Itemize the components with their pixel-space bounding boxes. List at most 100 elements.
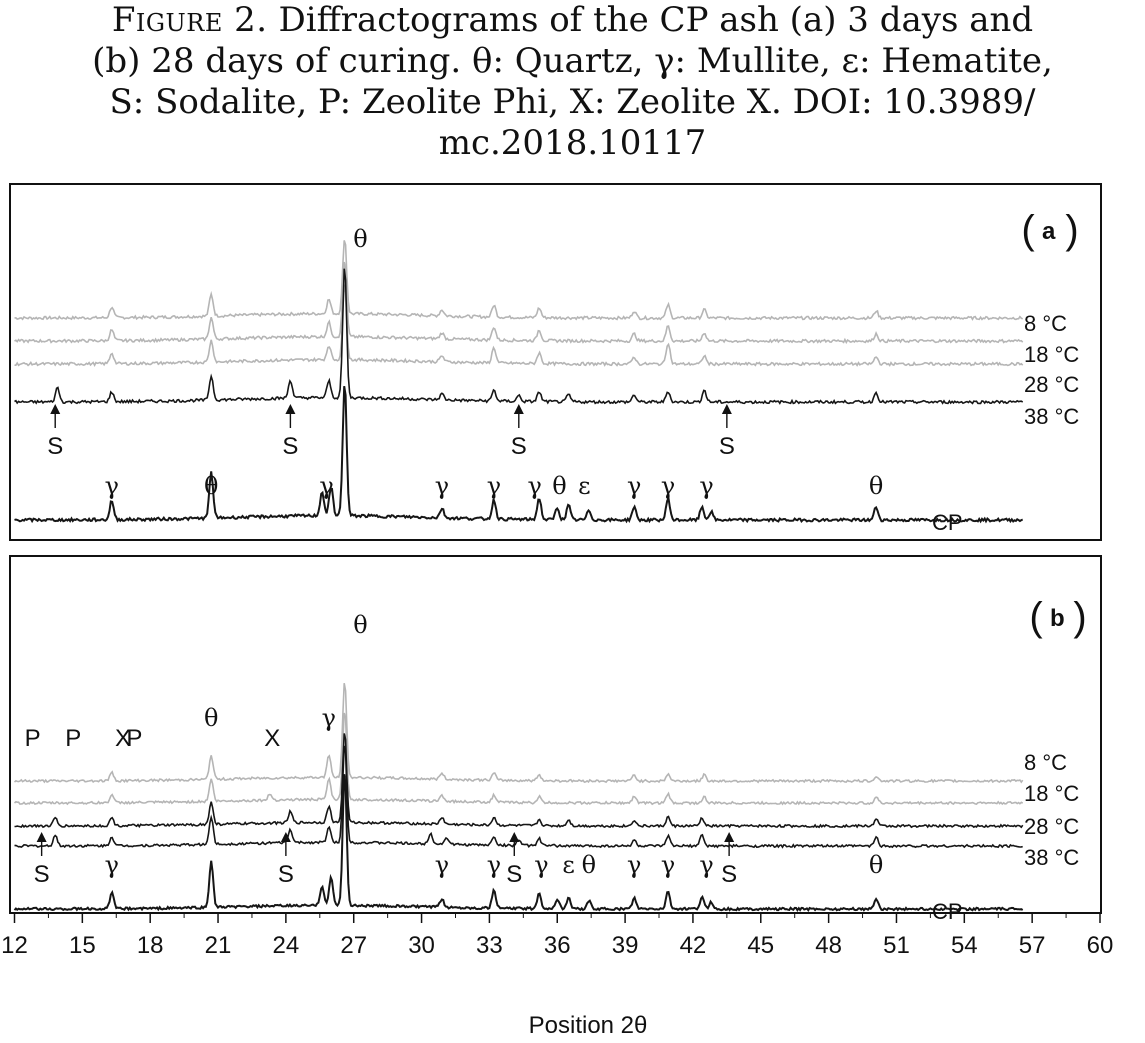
series-label: CP <box>932 899 963 924</box>
panel-label-b: b <box>1050 605 1065 632</box>
phase-marker: S <box>506 861 522 888</box>
phase-marker: X <box>264 725 280 752</box>
phase-label: θ <box>204 704 218 732</box>
phase-label: γ <box>627 472 641 500</box>
phase-label: γ <box>435 851 449 879</box>
phase-label: γ <box>319 472 333 500</box>
panel-frame-b <box>9 555 1102 914</box>
x-tick-label: 36 <box>544 932 571 959</box>
series-label: 28 °C <box>1024 372 1079 397</box>
x-axis-label: Position 2θ <box>529 1012 648 1039</box>
phase-marker: S <box>511 433 527 460</box>
series-trace-18C <box>14 261 1024 345</box>
phase-label: θ <box>869 472 883 500</box>
phase-marker: X <box>115 725 131 752</box>
series-trace-CP <box>13 774 1024 913</box>
figure-label: Figure 2. <box>111 0 268 40</box>
phase-marker: S <box>721 861 737 888</box>
caption-line-3: S: Sodalite, P: Zeolite Phi, X: Zeolite … <box>109 82 1036 122</box>
phase-marker: P <box>126 725 142 752</box>
phase-label: γ <box>699 851 713 879</box>
series-label: 18 °C <box>1024 781 1079 806</box>
phase-label: γ <box>105 851 119 879</box>
series-label: 18 °C <box>1024 342 1079 367</box>
phase-label: γ <box>661 472 675 500</box>
sodalite-arrow-head <box>724 832 735 842</box>
phase-label: γ <box>534 851 548 879</box>
series-trace-CP <box>14 386 1024 524</box>
x-tick-label: 45 <box>747 932 774 959</box>
phase-marker: S <box>278 861 294 888</box>
series-label: 8 °C <box>1024 311 1067 336</box>
phase-label: γ <box>627 851 641 879</box>
panel-label-close-paren: ) <box>1065 208 1078 252</box>
x-tick-label: 15 <box>69 932 96 959</box>
series-label: 28 °C <box>1024 814 1079 839</box>
phase-marker: S <box>47 433 63 460</box>
panel-label-open-paren: ( <box>1029 595 1043 639</box>
x-tick-label: 30 <box>408 932 435 959</box>
series-label: 38 °C <box>1024 845 1079 870</box>
series-trace-8C <box>14 240 1024 321</box>
phase-label: γ <box>322 704 336 732</box>
phase-label: γ <box>661 851 675 879</box>
series-trace-28C <box>14 284 1024 367</box>
phase-label: θ <box>353 611 367 639</box>
sodalite-arrow-head <box>509 832 520 842</box>
series-trace-8C <box>13 682 1024 784</box>
phase-marker: S <box>34 861 50 888</box>
series-label: 8 °C <box>1024 750 1067 775</box>
phase-label: θ <box>582 851 596 879</box>
x-tick-label: 18 <box>137 932 164 959</box>
phase-label: γ <box>487 472 501 500</box>
series-label: CP <box>932 510 963 535</box>
sodalite-arrow-head <box>50 404 61 414</box>
phase-label: θ <box>353 225 367 253</box>
phase-marker: S <box>719 433 735 460</box>
sodalite-arrow-head <box>36 832 47 842</box>
phase-label: θ <box>869 851 883 879</box>
series-trace-38C <box>14 745 1023 849</box>
phase-label: θ <box>204 472 218 500</box>
panel-label-close-paren: ) <box>1073 595 1086 639</box>
x-tick-label: 48 <box>815 932 842 959</box>
x-tick-label: 60 <box>1087 932 1114 959</box>
phase-marker: S <box>282 433 298 460</box>
phase-label: γ <box>527 472 541 500</box>
sodalite-arrow-head <box>721 404 732 414</box>
series-trace-38C <box>14 268 1024 405</box>
series-trace-18C <box>13 712 1024 806</box>
phase-label: γ <box>105 472 119 500</box>
caption-text-1: Diffractograms of the CP ash (a) 3 days … <box>278 0 1034 40</box>
phase-label: γ <box>435 472 449 500</box>
sodalite-arrow-head <box>513 404 524 414</box>
sodalite-arrow-head <box>280 832 291 842</box>
panel-frame-a <box>9 183 1102 541</box>
x-tick-label: 54 <box>951 932 978 959</box>
phase-label: γ <box>487 851 501 879</box>
series-trace-28C <box>14 733 1024 829</box>
x-tick-label: 51 <box>883 932 910 959</box>
x-tick-label: 12 <box>1 932 28 959</box>
x-tick-label: 42 <box>680 932 707 959</box>
phase-label: θ <box>552 472 566 500</box>
phase-label: ε <box>562 851 574 879</box>
x-tick-label: 24 <box>273 932 300 959</box>
sodalite-arrow-head <box>285 404 296 414</box>
phase-marker: P <box>25 725 41 752</box>
caption-line-1: Figure 2. Diffractograms of the CP ash (… <box>0 0 1145 41</box>
caption-line-2: (b) 28 days of curing. θ: Quartz, γ: Mul… <box>92 41 1053 81</box>
x-tick-label: 33 <box>476 932 503 959</box>
x-tick-label: 21 <box>205 932 232 959</box>
phase-marker: P <box>65 725 81 752</box>
panel-label-open-paren: ( <box>1021 208 1035 252</box>
phase-label: ε <box>578 472 590 500</box>
x-tick-label: 39 <box>612 932 639 959</box>
series-label: 38 °C <box>1024 404 1079 429</box>
panel-label-a: a <box>1042 218 1056 245</box>
caption-line-4: mc.2018.10117 <box>438 123 707 163</box>
x-tick-label: 27 <box>340 932 367 959</box>
phase-label: γ <box>699 472 713 500</box>
figure-caption: Figure 2. Diffractograms of the CP ash (… <box>0 0 1145 164</box>
